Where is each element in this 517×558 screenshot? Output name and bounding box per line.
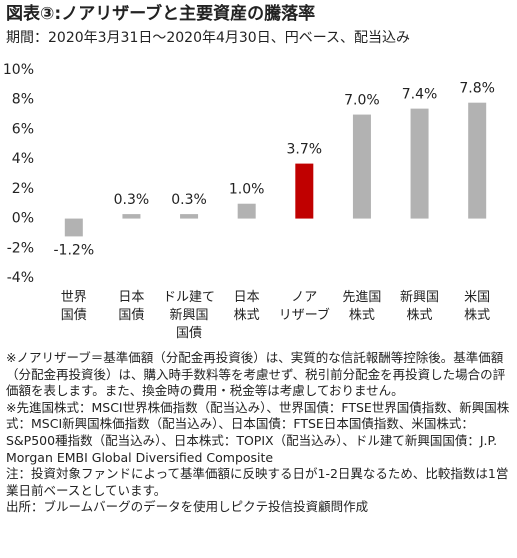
value-label: 3.7% xyxy=(287,142,323,158)
value-label: 7.0% xyxy=(344,93,380,109)
value-label: 0.3% xyxy=(171,192,207,208)
bar xyxy=(64,218,83,237)
value-label: 7.8% xyxy=(459,81,495,97)
bar xyxy=(295,163,314,219)
x-tick-label: ドル建て新興国国債 xyxy=(163,290,215,341)
value-label: 7.4% xyxy=(402,87,438,103)
note: ※先進国株式：MSCI世界株価指数（配当込み）、世界国債：FTSE世界国債指数、… xyxy=(6,399,510,465)
bar xyxy=(352,114,371,219)
x-tick-label: 先進国株式 xyxy=(342,290,381,323)
chart-subtitle: 期間：2020年3月31日～2020年4月30日、円ベース、配当込み xyxy=(6,30,410,46)
x-tick-label: 日本株式 xyxy=(234,290,260,323)
note: 注：投資対象ファンドによって基準価額に反映する日が1-2日異なるため、比較指数は… xyxy=(6,466,509,498)
value-label: -1.2% xyxy=(54,242,95,258)
y-tick-label: 8% xyxy=(12,92,34,108)
y-tick-label: 0% xyxy=(12,211,34,227)
x-tick-label: 米国株式 xyxy=(464,290,490,323)
bar xyxy=(237,203,256,219)
y-tick-label: 10% xyxy=(3,62,34,78)
y-tick-label: 2% xyxy=(12,181,34,197)
bar xyxy=(180,214,199,219)
note: ※ノアリザーブ＝基準価額（分配金再投資後）は、実質的な信託報酬等控除後。基準価額… xyxy=(6,350,506,399)
x-tick-label: ノアリザーブ xyxy=(279,290,330,323)
value-label: 0.3% xyxy=(114,192,150,208)
y-tick-label: 4% xyxy=(12,151,34,167)
y-tick-label: -2% xyxy=(7,240,34,256)
x-tick-label: 新興国株式 xyxy=(400,289,439,323)
notes: ※ノアリザーブ＝基準価額（分配金再投資後）は、実質的な信託報酬等控除後。基準価額… xyxy=(6,350,512,516)
bar xyxy=(468,102,487,219)
note: 出所：ブルームバーグのデータを使用しピクテ投信投資顧問作成 xyxy=(6,499,369,515)
y-tick-label: 6% xyxy=(12,121,34,137)
bar xyxy=(410,108,429,219)
value-label: 1.0% xyxy=(229,182,265,198)
bar xyxy=(122,214,141,219)
x-tick-label: 日本国債 xyxy=(118,290,144,323)
chart-title: 図表③:ノアリザーブと主要資産の騰落率 xyxy=(6,3,315,24)
y-tick-label: -4% xyxy=(7,270,34,286)
chart: 図表③:ノアリザーブと主要資産の騰落率 期間：2020年3月31日～2020年4… xyxy=(3,3,495,341)
x-tick-label: 世界国債 xyxy=(61,290,87,323)
